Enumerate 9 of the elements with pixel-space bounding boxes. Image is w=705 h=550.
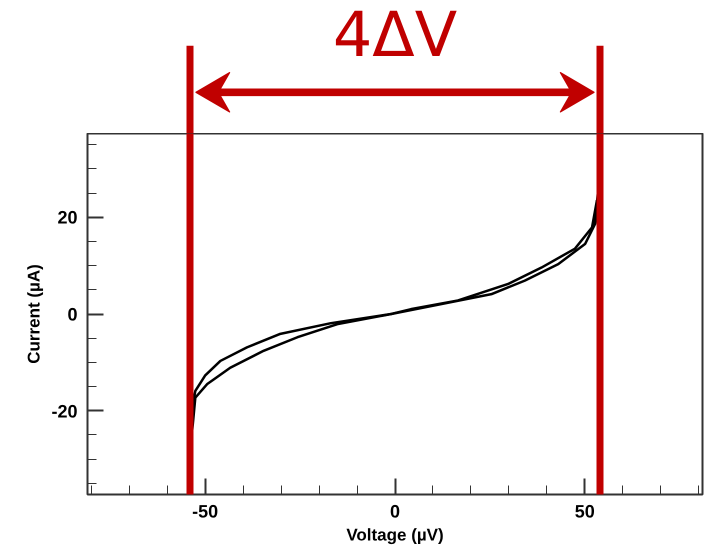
text: 4ΔV xyxy=(332,0,458,71)
y-tick-label: -20 xyxy=(51,401,78,422)
y-tick-label: 20 xyxy=(57,208,78,228)
x-axis-title: Voltage (µV) xyxy=(346,526,444,544)
x-tick-label: -50 xyxy=(192,502,218,522)
y-tick-label: 0 xyxy=(67,304,78,324)
x-tick-label: 50 xyxy=(574,502,595,522)
x-tick-label: 0 xyxy=(390,502,400,522)
y-axis-title: Current (µA) xyxy=(24,264,44,364)
